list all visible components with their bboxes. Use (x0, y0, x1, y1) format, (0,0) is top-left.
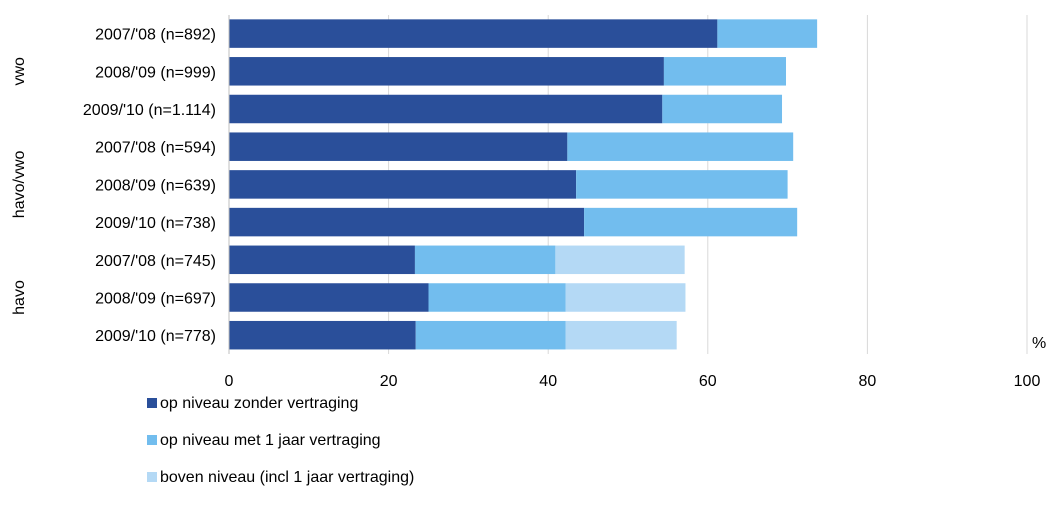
category-label: 2007/'08 (n=745) (95, 253, 216, 270)
category-label: 2007/'08 (n=594) (95, 140, 216, 157)
category-label: 2009/'10 (n=778) (95, 328, 216, 345)
bar-segment (229, 94, 663, 124)
legend-label: op niveau zonder vertraging (160, 395, 359, 412)
bar-segment (229, 170, 577, 199)
bar-segment (555, 245, 685, 275)
category-label: 2008/'09 (n=697) (95, 291, 216, 308)
legend: op niveau zonder vertraging op niveau me… (147, 396, 414, 507)
legend-item-op-niveau-met-1-jaar-vertraging: op niveau met 1 jaar vertraging (147, 433, 414, 470)
bar-segment (567, 132, 794, 161)
x-tick-label: 60 (699, 373, 717, 390)
bar-segment (229, 207, 585, 237)
legend-label: op niveau met 1 jaar vertraging (160, 432, 381, 449)
category-label: 2009/'10 (n=1.114) (83, 102, 216, 119)
bar-segment (717, 19, 818, 48)
bar-segment (229, 132, 568, 161)
legend-swatch (147, 435, 157, 445)
group-label: havo/vwo (11, 151, 28, 219)
bar-segment (584, 207, 798, 237)
bar-segment (229, 19, 718, 48)
bar-segment (415, 320, 566, 350)
bar-segment (576, 170, 788, 199)
x-tick-label: 100 (1014, 373, 1041, 390)
bar-segment (565, 283, 686, 312)
legend-label: boven niveau (incl 1 jaar vertraging) (160, 469, 415, 486)
x-tick-label: 40 (539, 373, 557, 390)
category-label: 2007/'08 (n=892) (95, 27, 216, 44)
group-label: havo (11, 280, 28, 315)
bar-segment (663, 57, 787, 86)
legend-item-op-niveau-zonder-vertraging: op niveau zonder vertraging (147, 396, 414, 433)
bar-segment (428, 283, 566, 312)
bar-segment (565, 320, 677, 350)
x-tick-label: 0 (225, 373, 234, 390)
bar-segment (229, 245, 415, 275)
category-label: 2008/'09 (n=999) (95, 64, 216, 81)
legend-item-boven-niveau: boven niveau (incl 1 jaar vertraging) (147, 470, 414, 507)
bar-segment (414, 245, 556, 275)
bar-segment (229, 57, 664, 86)
category-label: 2008/'09 (n=639) (95, 177, 216, 194)
bar-segment (229, 283, 429, 312)
x-unit-label: % (1032, 335, 1046, 352)
bar-segment (662, 94, 783, 124)
x-tick-label: 80 (859, 373, 877, 390)
legend-swatch (147, 472, 157, 482)
legend-swatch (147, 398, 157, 408)
x-tick-label: 20 (380, 373, 398, 390)
bar-segment (229, 320, 416, 350)
category-label: 2009/'10 (n=738) (95, 215, 216, 232)
group-label: vwo (11, 57, 28, 86)
